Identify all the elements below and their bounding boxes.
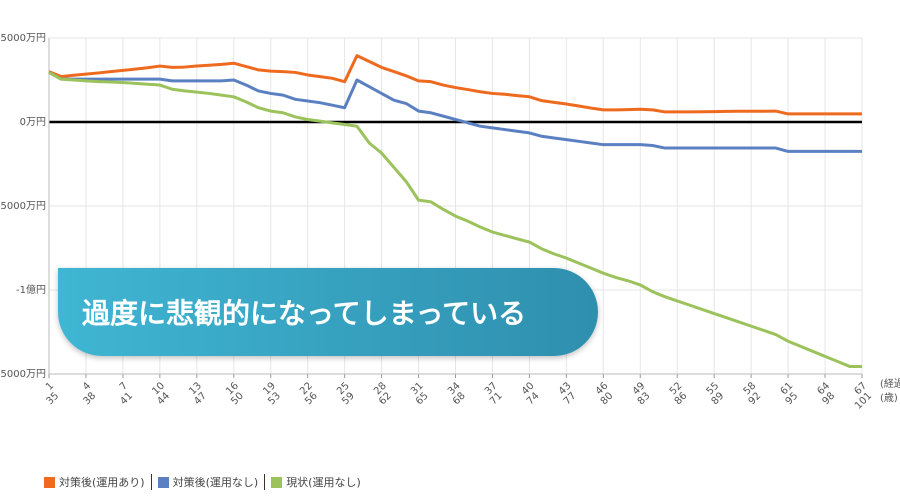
y-tick-label: -5000万円 bbox=[0, 201, 46, 212]
age-label: 35 bbox=[44, 390, 61, 407]
legend-label: 対策後(運用あり) bbox=[59, 476, 145, 489]
legend-swatch bbox=[157, 476, 169, 488]
legend-item: 対策後(運用あり) bbox=[44, 474, 151, 490]
x-tick-label: 4 bbox=[81, 380, 93, 392]
legend-swatch bbox=[44, 476, 55, 488]
x-axis-label: (歳) bbox=[880, 392, 898, 404]
legend: 対策後(運用あり) 対策後(運用なし) 現状(運用なし) bbox=[44, 474, 367, 490]
x-tick-label: 1 bbox=[44, 380, 56, 392]
legend-item: 対策後(運用なし) bbox=[157, 474, 265, 490]
y-tick-label: -1億5000万円 bbox=[0, 367, 46, 380]
legend-separator bbox=[150, 474, 152, 490]
y-tick-label: 0万円 bbox=[20, 117, 46, 128]
series-line bbox=[48, 71, 862, 153]
x-axis-label: (経過 bbox=[880, 377, 900, 390]
banner: 過度に悲観的になってしまっている bbox=[58, 268, 598, 356]
age-label: 41 bbox=[118, 390, 135, 407]
legend-separator bbox=[264, 474, 266, 490]
legend-label: 対策後(運用なし) bbox=[172, 476, 259, 489]
legend-label: 現状(運用なし) bbox=[286, 476, 361, 489]
series-line bbox=[48, 71, 862, 368]
y-tick-label: -1億円 bbox=[16, 283, 46, 296]
series-line bbox=[48, 54, 862, 116]
age-label: 38 bbox=[81, 390, 98, 407]
legend-swatch bbox=[271, 476, 283, 488]
y-tick-label: 5000万円 bbox=[1, 33, 46, 44]
x-tick-label: 7 bbox=[118, 380, 130, 392]
legend-item: 現状(運用なし) bbox=[271, 474, 367, 490]
